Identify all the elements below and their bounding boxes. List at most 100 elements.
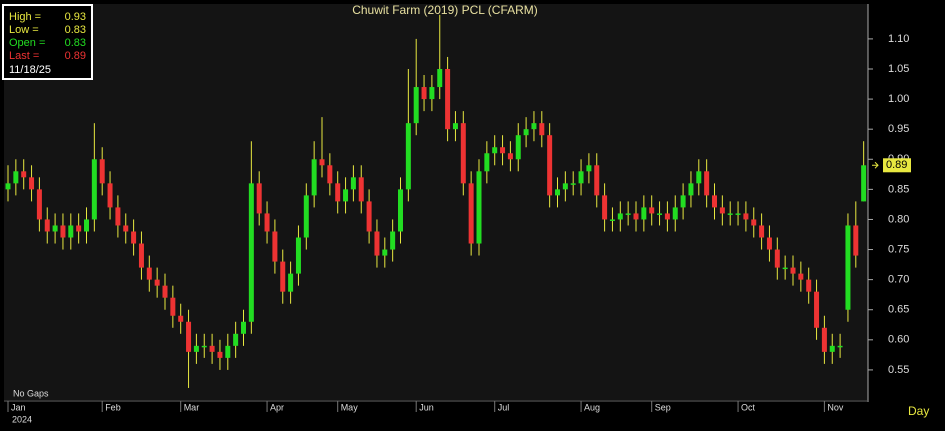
candle-body — [680, 195, 686, 208]
candle-body — [492, 147, 498, 154]
candle-body — [547, 135, 553, 196]
candle-body — [751, 219, 757, 226]
candle-body — [36, 189, 42, 220]
candle-body — [405, 123, 411, 190]
candle-body — [272, 231, 278, 262]
candle-body — [821, 327, 827, 352]
candle-body — [343, 189, 349, 202]
candle-body — [657, 213, 663, 215]
candle-body — [853, 225, 859, 256]
y-tick-label: 0.60 — [888, 334, 909, 346]
candle-body — [515, 135, 521, 160]
candle-body — [578, 171, 584, 184]
candle-body — [609, 219, 615, 221]
candle-body — [735, 213, 741, 215]
candle-body — [311, 159, 317, 196]
period-label: Day — [908, 404, 929, 418]
x-tick-label: Sep — [655, 402, 671, 412]
x-tick-label: Jun — [419, 402, 434, 412]
candle-body — [774, 249, 780, 268]
chart-title: Chuwit Farm (2019) PCL (CFARM) — [352, 3, 538, 17]
candle-body — [602, 195, 608, 220]
x-tick-label: May — [341, 402, 359, 412]
candle-body — [241, 321, 246, 334]
candle-body — [374, 231, 380, 256]
candle-body — [704, 171, 710, 196]
candle-body — [366, 201, 372, 232]
candle-body — [633, 213, 639, 220]
candle-body — [861, 165, 867, 202]
candle-body — [217, 351, 223, 358]
x-tick-label: Aug — [584, 402, 600, 412]
candle-body — [555, 189, 560, 196]
y-tick-label: 0.70 — [888, 274, 909, 286]
candle-body — [382, 249, 388, 256]
x-tick-label: Mar — [184, 402, 200, 412]
last-price-tag — [883, 158, 911, 173]
candle-body — [91, 159, 97, 220]
candle-body — [523, 129, 529, 136]
y-tick-label: 0.55 — [888, 364, 909, 376]
candle-body — [829, 345, 835, 352]
candle-body — [52, 225, 58, 232]
candle-body — [712, 195, 717, 208]
candle-body — [21, 171, 27, 178]
candle-body — [507, 153, 513, 160]
candle-body — [782, 267, 788, 270]
candle-body — [84, 219, 89, 232]
candle-body — [759, 225, 765, 238]
candle-body — [570, 183, 576, 185]
candle-body — [162, 285, 168, 298]
plot-area — [4, 4, 868, 400]
candle-body — [649, 207, 655, 214]
info-label: Open = — [9, 37, 45, 49]
candle-body — [476, 171, 482, 244]
candle-body — [586, 165, 592, 172]
y-tick-label: 0.80 — [888, 213, 909, 225]
candle-body — [696, 171, 702, 184]
candle-body — [335, 183, 341, 202]
candle-body — [201, 345, 207, 348]
candle-body — [845, 225, 851, 310]
candle-body — [99, 159, 105, 184]
y-tick-label: 0.95 — [888, 123, 909, 135]
candle-body — [727, 213, 733, 215]
info-value: 0.83 — [65, 37, 86, 49]
candle-body — [814, 291, 820, 328]
candle-body — [743, 213, 749, 220]
y-tick-label: 1.05 — [888, 63, 909, 75]
candle-body — [429, 87, 435, 100]
candle-body — [264, 213, 270, 232]
candle-body — [798, 273, 804, 280]
info-label: High = — [9, 11, 41, 23]
candle-body — [468, 183, 474, 244]
candle-body — [138, 243, 144, 268]
x-tick-label: Oct — [741, 402, 756, 412]
candle-body — [766, 237, 772, 250]
candle-body — [146, 267, 152, 280]
candle-body — [719, 207, 725, 214]
candle-body — [186, 321, 192, 352]
candle-body — [672, 207, 678, 220]
candle-body — [625, 213, 631, 215]
candle-body — [837, 345, 843, 348]
candle-body — [13, 171, 19, 184]
candle-body — [319, 159, 325, 166]
gap-note: No Gaps — [13, 388, 49, 398]
y-tick-label: 0.85 — [888, 183, 909, 195]
info-date: 11/18/25 — [9, 64, 51, 76]
y-tick-label: 0.65 — [888, 304, 909, 316]
candle-body — [688, 183, 694, 196]
candle-body — [131, 231, 137, 244]
candle-body — [295, 237, 301, 274]
candle-body — [562, 183, 568, 190]
candle-body — [641, 207, 647, 220]
candle-body — [358, 177, 364, 202]
candle-body — [790, 267, 796, 274]
candle-body — [460, 123, 466, 184]
last-price: 0.89 — [886, 159, 907, 171]
candle-body — [303, 195, 309, 238]
candle-body — [594, 165, 600, 196]
